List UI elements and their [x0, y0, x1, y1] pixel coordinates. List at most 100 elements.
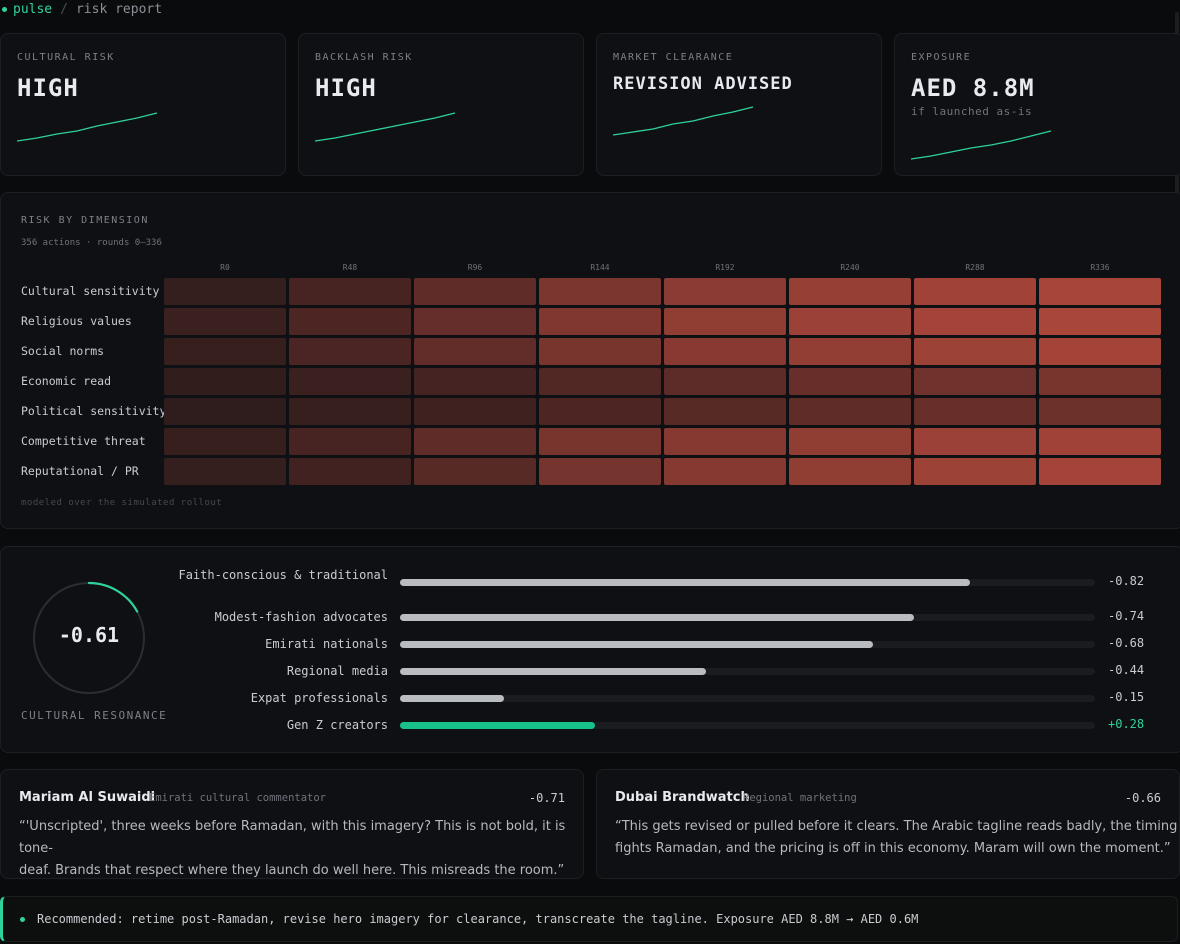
- quote-score: -0.71: [528, 791, 565, 805]
- heatmap-cell[interactable]: [664, 308, 786, 335]
- heatmap-cell[interactable]: [289, 308, 411, 335]
- quote-author: Dubai Brandwatch: [615, 790, 750, 805]
- breadcrumb: pulse / risk report: [0, 0, 162, 18]
- quote-card: Mariam Al Suwaidi Emirati cultural comme…: [0, 769, 584, 879]
- segment-bar-fill: [400, 722, 595, 729]
- heatmap-row-label: Economic read: [21, 374, 112, 388]
- heatmap-cell[interactable]: [789, 308, 911, 335]
- heatmap-cell[interactable]: [1039, 308, 1161, 335]
- heatmap-cell[interactable]: [164, 368, 286, 395]
- heatmap-cell[interactable]: [914, 368, 1036, 395]
- segment-bar-track: [400, 641, 1095, 648]
- heatmap-column-label: R192: [715, 263, 735, 272]
- heatmap-cell[interactable]: [664, 278, 786, 305]
- heatmap-cell[interactable]: [664, 338, 786, 365]
- heatmap-cell[interactable]: [289, 278, 411, 305]
- heatmap-cell[interactable]: [539, 458, 661, 485]
- heatmap-cell[interactable]: [1039, 458, 1161, 485]
- heatmap-cell[interactable]: [414, 338, 536, 365]
- heatmap-cell[interactable]: [789, 458, 911, 485]
- heatmap-cell[interactable]: [1039, 428, 1161, 455]
- heatmap-cell[interactable]: [289, 398, 411, 425]
- heatmap-cell[interactable]: [789, 398, 911, 425]
- heatmap-cell[interactable]: [914, 338, 1036, 365]
- segment-label: Emirati nationals: [265, 637, 388, 651]
- heatmap-cell[interactable]: [1039, 278, 1161, 305]
- heatmap-cell[interactable]: [539, 278, 661, 305]
- heatmap-cell[interactable]: [914, 428, 1036, 455]
- segment-value: -0.15: [1108, 690, 1145, 704]
- heatmap-cell[interactable]: [664, 458, 786, 485]
- heatmap-cell[interactable]: [1039, 368, 1161, 395]
- heatmap-column-label: R48: [342, 263, 358, 272]
- heatmap-cell[interactable]: [164, 458, 286, 485]
- heatmap-cell[interactable]: [164, 278, 286, 305]
- breadcrumb-separator: /: [60, 1, 68, 17]
- segment-bar-track: [400, 614, 1095, 621]
- heatmap-cell[interactable]: [789, 338, 911, 365]
- heatmap-cell[interactable]: [414, 368, 536, 395]
- heatmap-cell[interactable]: [289, 368, 411, 395]
- segment-value: +0.28: [1108, 717, 1145, 731]
- heatmap-cell[interactable]: [789, 278, 911, 305]
- heatmap-cell[interactable]: [1039, 338, 1161, 365]
- heatmap-cell[interactable]: [164, 338, 286, 365]
- quote-author: Mariam Al Suwaidi: [19, 790, 156, 805]
- heatmap-cell[interactable]: [414, 308, 536, 335]
- kpi-value: HIGH: [315, 74, 377, 102]
- heatmap-cell[interactable]: [539, 428, 661, 455]
- heatmap-cell[interactable]: [289, 458, 411, 485]
- segment-value: -0.82: [1108, 574, 1145, 588]
- heatmap-subtitle: 356 actions · rounds 0–336: [21, 238, 162, 248]
- heatmap-cell[interactable]: [539, 338, 661, 365]
- heatmap-column-label: R336: [1090, 263, 1110, 272]
- heatmap-cell[interactable]: [789, 428, 911, 455]
- heatmap-cell[interactable]: [539, 368, 661, 395]
- segment-value: -0.44: [1108, 663, 1145, 677]
- heatmap-row-label: Competitive threat: [21, 434, 146, 448]
- heatmap-cell[interactable]: [164, 308, 286, 335]
- resonance-gauge: [33, 581, 145, 694]
- heatmap-footnote: modeled over the simulated rollout: [21, 498, 223, 508]
- segment-bar-track: [400, 722, 1095, 729]
- recommendation-text: Recommended: retime post-Ramadan, revise…: [37, 912, 919, 926]
- heatmap-column-label: R96: [467, 263, 483, 272]
- heatmap-cell[interactable]: [539, 308, 661, 335]
- heatmap-cell[interactable]: [914, 398, 1036, 425]
- heatmap-cell[interactable]: [289, 428, 411, 455]
- recommendation-banner: Recommended: retime post-Ramadan, revise…: [0, 896, 1178, 942]
- kpi-value: REVISION ADVISED: [613, 74, 793, 94]
- segment-label: Expat professionals: [250, 691, 388, 705]
- heatmap-cell[interactable]: [414, 458, 536, 485]
- kpi-value: AED 8.8M: [911, 74, 1035, 102]
- heatmap-cell[interactable]: [664, 368, 786, 395]
- heatmap-cell[interactable]: [414, 278, 536, 305]
- kpi-sub: if launched as-is: [911, 105, 1033, 118]
- heatmap-cell[interactable]: [789, 368, 911, 395]
- heatmap-cell[interactable]: [414, 428, 536, 455]
- breadcrumb-app[interactable]: pulse: [13, 1, 53, 17]
- heatmap-cell[interactable]: [664, 428, 786, 455]
- heatmap-cell[interactable]: [289, 338, 411, 365]
- heatmap-cell[interactable]: [914, 458, 1036, 485]
- heatmap-cell[interactable]: [1039, 398, 1161, 425]
- segment-label: Regional media: [286, 664, 388, 678]
- heatmap-cell[interactable]: [664, 398, 786, 425]
- heatmap-cell[interactable]: [164, 428, 286, 455]
- quote-role: Emirati cultural commentator: [149, 792, 327, 804]
- heatmap-row-label: Social norms: [21, 344, 105, 358]
- kpi-label: CULTURAL RISK: [17, 52, 115, 63]
- kpi-sparkline: [17, 112, 158, 142]
- kpi-card-cultural-risk: CULTURAL RISK HIGH: [0, 33, 286, 176]
- heatmap-cell[interactable]: [539, 398, 661, 425]
- breadcrumb-page: risk report: [75, 1, 163, 17]
- heatmap-cell[interactable]: [414, 398, 536, 425]
- segment-label: Modest-fashion advocates: [214, 610, 388, 624]
- heatmap-cell[interactable]: [164, 398, 286, 425]
- heatmap-cell[interactable]: [914, 278, 1036, 305]
- heatmap-cell[interactable]: [914, 308, 1036, 335]
- resonance-label: CULTURAL RESONANCE: [21, 709, 168, 722]
- kpi-card-exposure: EXPOSURE AED 8.8M if launched as-is: [894, 33, 1180, 176]
- segment-bar-track: [400, 695, 1095, 702]
- segment-value: -0.74: [1108, 609, 1145, 623]
